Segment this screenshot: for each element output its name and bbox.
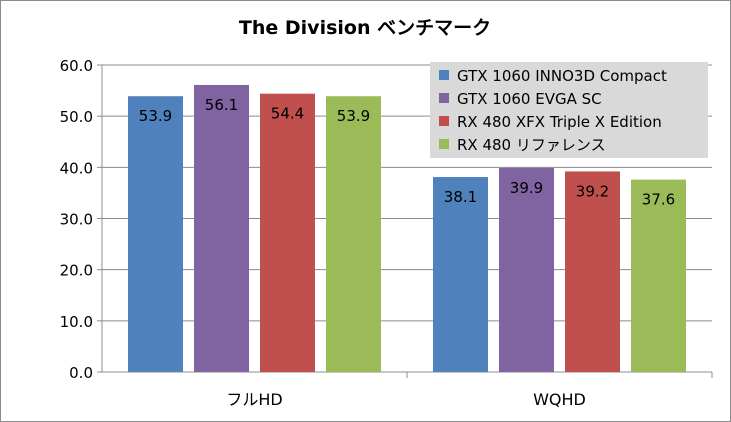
y-tick-label: 10.0: [60, 313, 93, 331]
bar: [260, 93, 315, 373]
y-tick-label: 20.0: [60, 262, 93, 280]
legend-swatch: [439, 93, 449, 103]
data-label: 53.9: [139, 107, 172, 125]
bar: [326, 96, 381, 372]
chart-title: The Division ベンチマーク: [239, 17, 491, 39]
y-tick-label: 30.0: [60, 211, 93, 229]
legend-label: RX 480 XFX Triple X Edition: [457, 113, 662, 131]
y-tick-label: 50.0: [60, 108, 93, 126]
legend-swatch: [439, 139, 449, 149]
legend-label: GTX 1060 INNO3D Compact: [457, 67, 667, 85]
legend-box: [430, 62, 708, 158]
legend-swatch: [439, 70, 449, 80]
legend: GTX 1060 INNO3D Compact GTX 1060 EVGA SC R…: [430, 62, 708, 158]
y-tick-label: 40.0: [60, 159, 93, 177]
bar: [631, 179, 686, 372]
data-label: 39.9: [510, 179, 543, 197]
data-label: 56.1: [205, 96, 238, 114]
bar: [565, 171, 620, 372]
bar: [433, 177, 488, 372]
legend-label: GTX 1060 EVGA SC: [457, 90, 602, 108]
bar: [128, 96, 183, 372]
data-label: 53.9: [337, 107, 370, 125]
y-tick-label: 60.0: [60, 57, 93, 75]
bars: [128, 84, 686, 373]
bar: [499, 167, 554, 372]
x-tick-label: フルHD: [226, 390, 282, 409]
y-tick-label: 0.0: [69, 364, 93, 382]
data-label: 39.2: [576, 182, 609, 200]
legend-label: RX 480 リファレンス: [457, 136, 606, 154]
legend-swatch: [439, 116, 449, 126]
data-label: 54.4: [271, 105, 304, 123]
bar: [194, 84, 249, 372]
data-label: 37.6: [642, 191, 675, 209]
data-label: 38.1: [444, 188, 477, 206]
data-labels: 53.9 56.1 54.4 53.9 38.1 39.9 39.2 37.6: [139, 96, 675, 209]
x-tick-label: WQHD: [533, 390, 586, 409]
